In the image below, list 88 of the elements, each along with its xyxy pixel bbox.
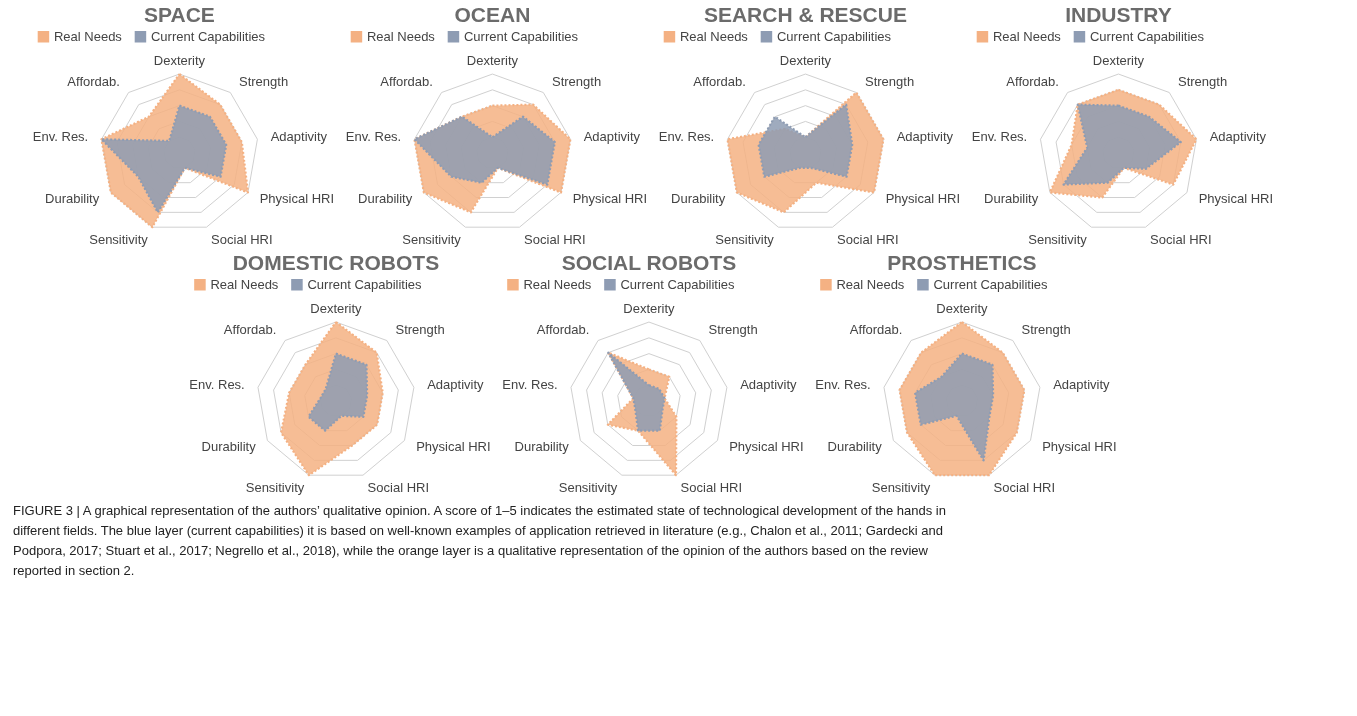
- spoke-label: Dexterity: [153, 52, 206, 68]
- spoke-label: Dexterity: [310, 300, 363, 316]
- spoke-label: Affordab.: [693, 74, 746, 90]
- spoke-label: Physical HRI: [572, 191, 648, 207]
- legend-label: Real Needs: [992, 28, 1062, 44]
- legend-label: Real Needs: [679, 28, 749, 44]
- spoke-label: Social HRI: [211, 231, 273, 247]
- text: different fields. The blue layer (current capabilities) it is based on well-known examples of application retrieved in literature (e.g., Chalon et al., 2011; Gardecki and: [13, 523, 943, 538]
- spoke-label: Affordab.: [1006, 74, 1059, 90]
- legend-label: Current Capabilities: [150, 28, 266, 44]
- legend-label: Real Needs: [53, 28, 123, 44]
- spoke-label: Durability: [201, 439, 257, 455]
- spoke-label: Env. Res.: [815, 376, 871, 392]
- spoke-label: Affordab.: [380, 74, 433, 90]
- text: Podpora, 2017; Stuart et al., 2017; Negrello et al., 2018), while the orange layer is a qualitative representation of the opinion of the authors based on the review: [13, 543, 929, 558]
- chart-title: SOCIAL ROBOTS: [561, 251, 737, 274]
- legend-label: Current Capabilities: [933, 276, 1049, 292]
- chart-title: PROSTHETICS: [887, 251, 1037, 274]
- spoke-label: Physical HRI: [1198, 191, 1274, 207]
- legend-label: Current Capabilities: [463, 28, 579, 44]
- spoke-label: Env. Res.: [345, 128, 402, 144]
- spoke-label: Social HRI: [680, 479, 743, 495]
- spoke-label: Env. Res.: [189, 376, 245, 392]
- spoke-label: Adaptivity: [1209, 128, 1267, 144]
- spoke-label: Social HRI: [993, 479, 1056, 495]
- spoke-label: Sensitivity: [871, 479, 931, 495]
- spoke-label: Dexterity: [936, 300, 989, 316]
- spoke-label: Strength: [551, 74, 602, 90]
- chart-title: SPACE: [144, 3, 215, 26]
- spoke-label: Physical HRI: [416, 439, 491, 455]
- legend-label: Real Needs: [523, 276, 592, 292]
- spoke-label: Affordab.: [849, 322, 903, 338]
- spoke-label: Affordab.: [536, 322, 590, 338]
- spoke-label: Strength: [708, 322, 758, 338]
- spoke-label: Strength: [864, 74, 915, 90]
- spoke-label: Durability: [984, 191, 1039, 207]
- legend-label: Current Capabilities: [307, 276, 423, 292]
- spoke-label: Social HRI: [837, 231, 899, 247]
- spoke-label: Env. Res.: [971, 128, 1028, 144]
- chart-title: SEARCH & RESCUE: [703, 3, 907, 26]
- spoke-label: Sensitivity: [89, 231, 149, 247]
- spoke-label: Adaptivity: [896, 128, 954, 144]
- spoke-label: Dexterity: [779, 52, 832, 68]
- spoke-label: Social HRI: [524, 231, 586, 247]
- spoke-label: Sensitivity: [402, 231, 462, 247]
- legend-label: Current Capabilities: [776, 28, 892, 44]
- spoke-label: Adaptivity: [1053, 376, 1111, 392]
- caption: FIGURE 3 | A graphical representation of the authors’ qualitative opinion. A score of 1–5 indicates the estimated state of technological development of the hands in: [13, 503, 946, 518]
- spoke-label: Dexterity: [466, 52, 519, 68]
- spoke-label: Env. Res.: [502, 376, 558, 392]
- spoke-label: Env. Res.: [658, 128, 715, 144]
- chart-title: OCEAN: [454, 3, 531, 26]
- legend-label: Current Capabilities: [1089, 28, 1205, 44]
- legend-label: Real Needs: [210, 276, 279, 292]
- spoke-label: Dexterity: [1092, 52, 1145, 68]
- chart-title: DOMESTIC ROBOTS: [232, 251, 440, 274]
- text: reported in section 2.: [13, 563, 135, 578]
- spoke-label: Strength: [395, 322, 445, 338]
- spoke-label: Dexterity: [623, 300, 676, 316]
- spoke-label: Sensitivity: [245, 479, 305, 495]
- spoke-label: Sensitivity: [1028, 231, 1088, 247]
- spoke-label: Strength: [238, 74, 289, 90]
- chart-title: INDUSTRY: [1065, 3, 1172, 26]
- legend-label: Real Needs: [836, 276, 905, 292]
- spoke-label: Durability: [358, 191, 413, 207]
- spoke-label: Durability: [514, 439, 570, 455]
- spoke-label: Adaptivity: [583, 128, 641, 144]
- spoke-label: Physical HRI: [729, 439, 804, 455]
- spoke-label: Strength: [1177, 74, 1228, 90]
- spoke-label: Physical HRI: [885, 191, 961, 207]
- spoke-label: Adaptivity: [740, 376, 798, 392]
- spoke-label: Durability: [671, 191, 726, 207]
- spoke-label: Sensitivity: [715, 231, 775, 247]
- spoke-label: Physical HRI: [259, 191, 335, 207]
- legend-label: Current Capabilities: [620, 276, 736, 292]
- spoke-label: Env. Res.: [32, 128, 89, 144]
- spoke-label: Sensitivity: [558, 479, 618, 495]
- spoke-label: Social HRI: [1150, 231, 1212, 247]
- spoke-label: Durability: [827, 439, 883, 455]
- spoke-label: Affordab.: [223, 322, 277, 338]
- spoke-label: Strength: [1021, 322, 1071, 338]
- spoke-label: Affordab.: [67, 74, 120, 90]
- spoke-label: Social HRI: [367, 479, 430, 495]
- spoke-label: Adaptivity: [270, 128, 328, 144]
- spoke-label: Physical HRI: [1042, 439, 1117, 455]
- legend-label: Real Needs: [366, 28, 436, 44]
- spoke-label: Adaptivity: [427, 376, 485, 392]
- spoke-label: Durability: [45, 191, 100, 207]
